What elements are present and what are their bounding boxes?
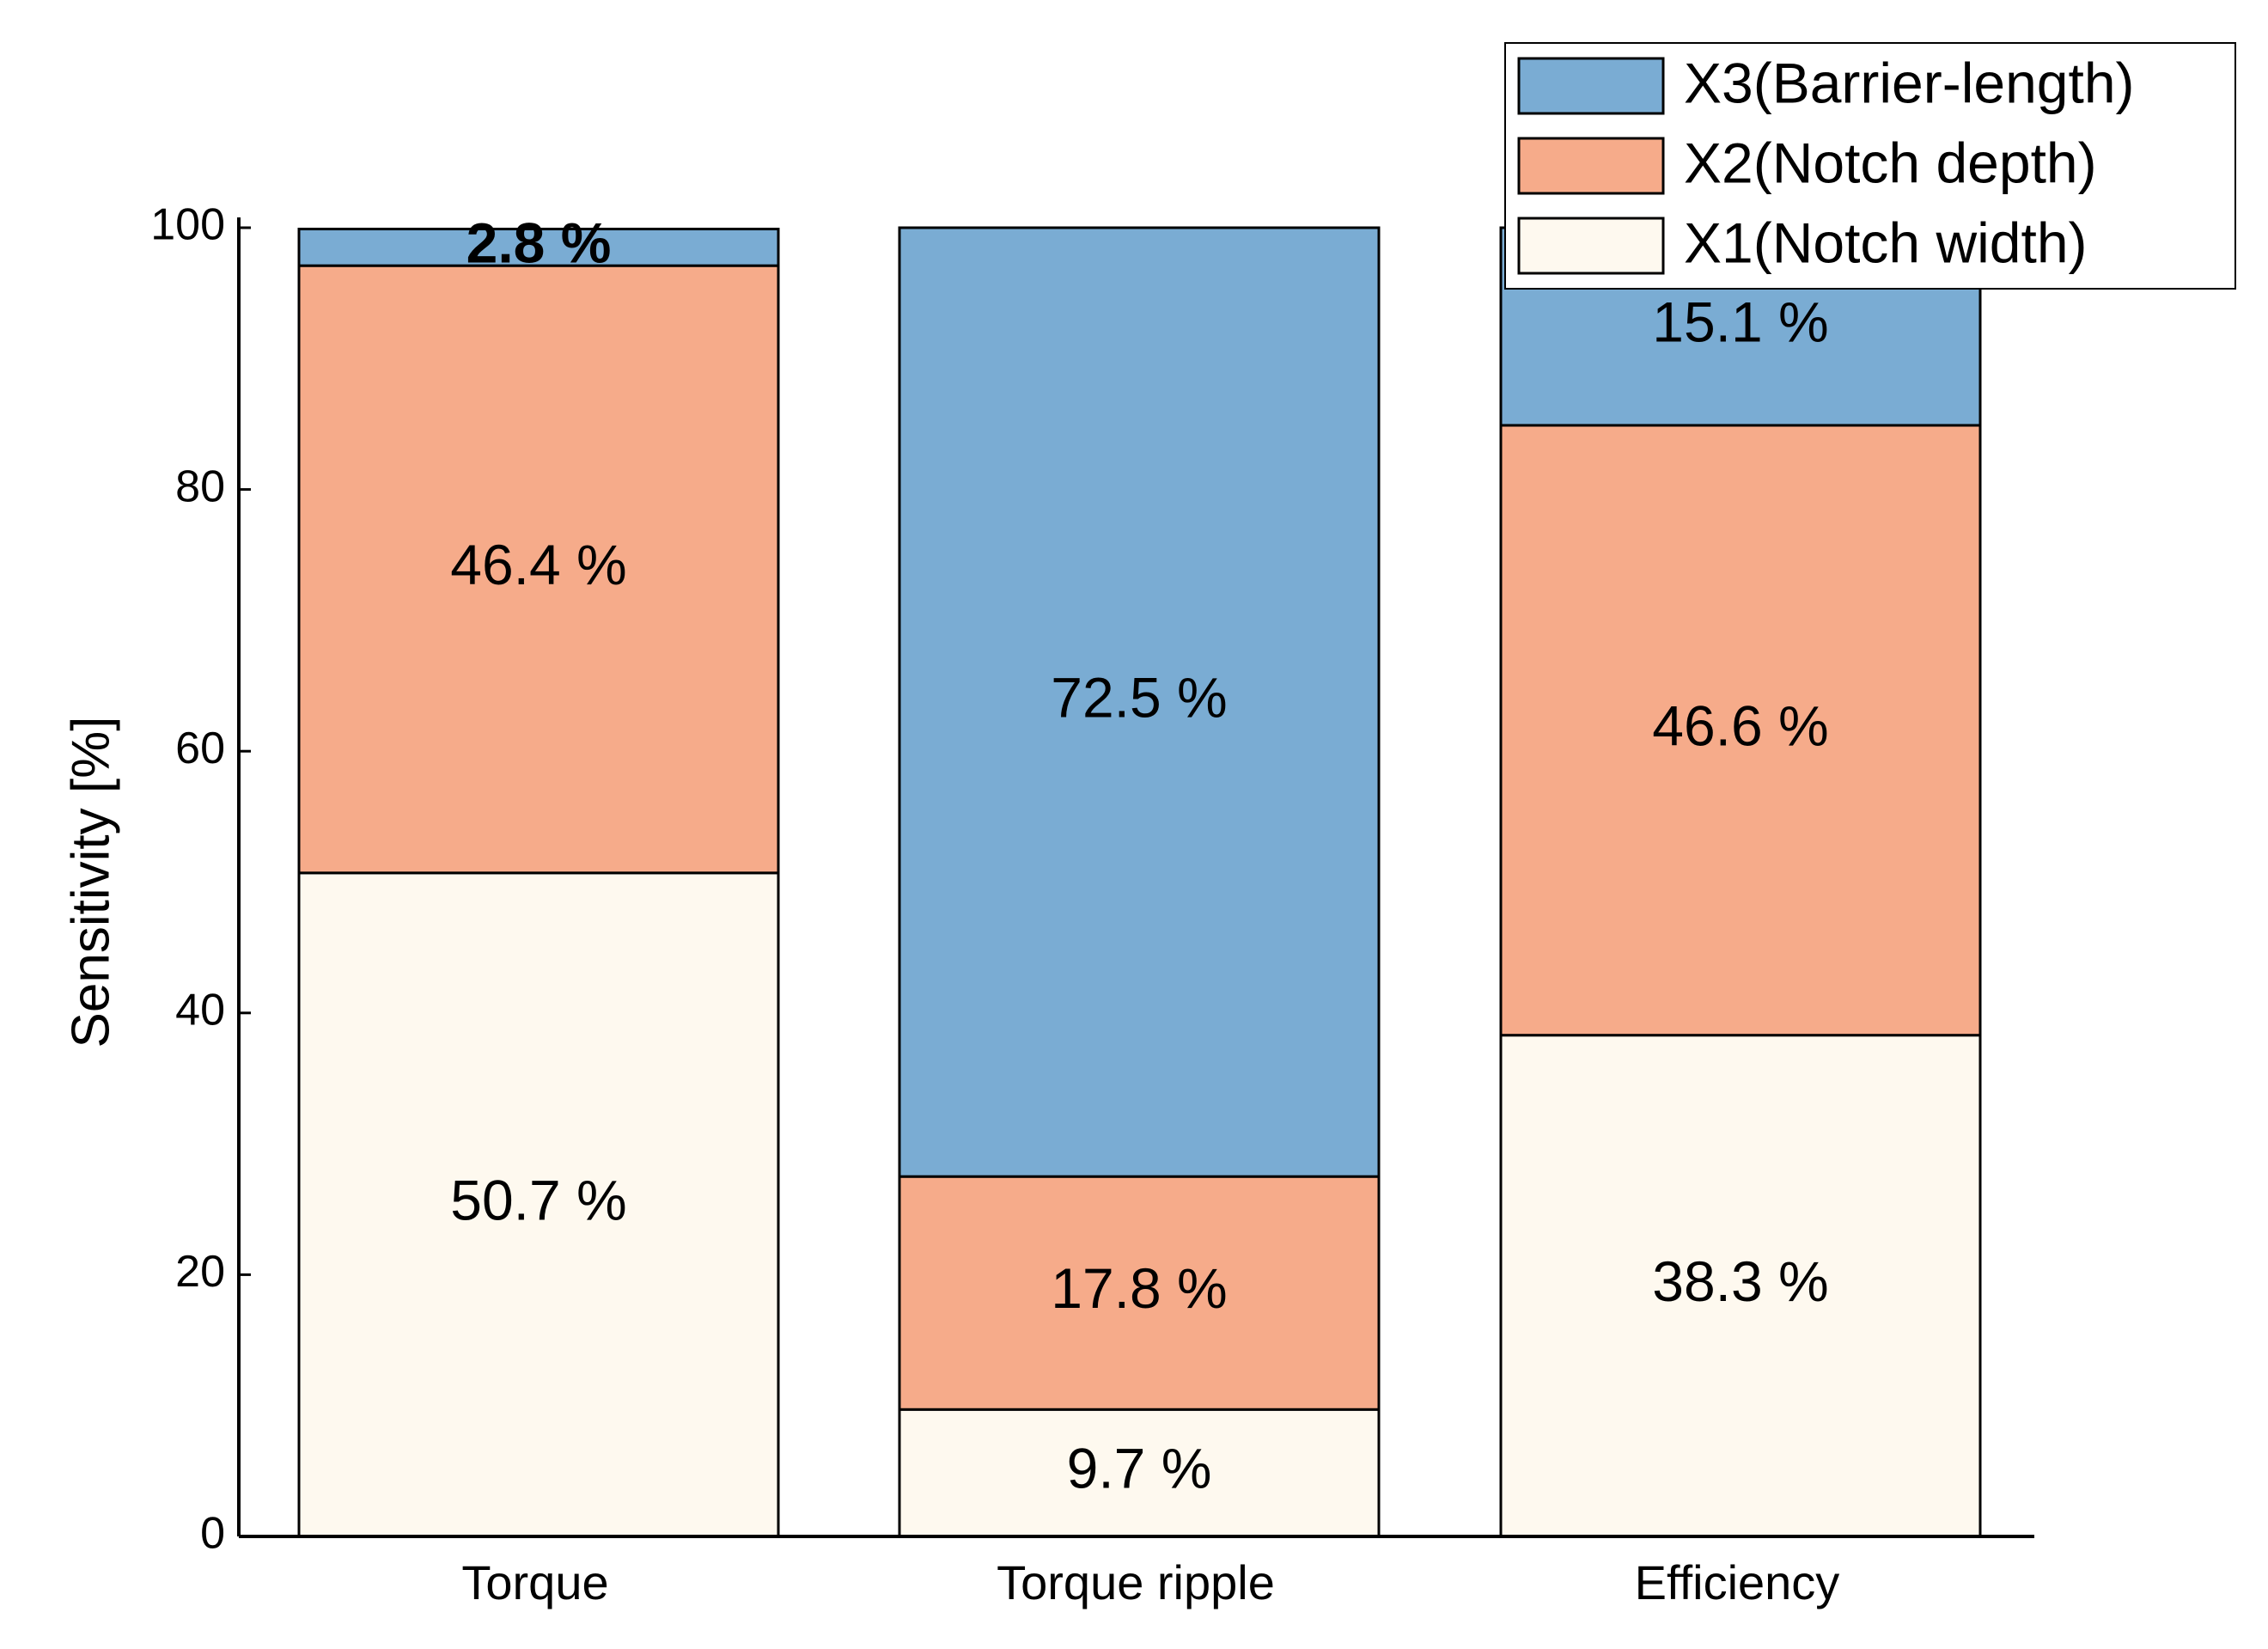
legend-label-x3-barrier-length: X3(Barrier-length) [1684,51,2135,114]
bar-labels-layer: 50.7 % 46.4 % 2.8 % 9.7 % 17.8 % 72.5 % 38.3 %… [450,211,1828,1499]
bar-torque-x2-notch-depth [297,264,780,875]
y-tick-label-100: 100 [150,200,225,250]
data-label-torque-x1-notch-width: 50.7 % [450,1168,626,1231]
x-tick-label-torque: Torque [461,1555,608,1609]
x-tick-label-efficiency: Efficiency [1635,1555,1840,1609]
legend-label-x2-notch-depth: X2(Notch depth) [1684,131,2097,194]
bar-efficiency-x1-notch-width [1499,1034,1982,1538]
axes-layer: 0 20 40 60 80 100 Torque Torque ripple Efficienc… [61,200,2034,1609]
y-tick-label-0: 0 [200,1509,225,1559]
data-label-torque-x3-barrier-length: 2.8 % [466,211,612,274]
bar-torque-ripple-x3-barrier-length [898,226,1381,1178]
data-label-efficiency-x2-notch-depth: 46.6 % [1652,693,1828,757]
legend-swatch-x3-barrier-length [1517,57,1665,115]
bar-torque-x3-barrier-length [297,228,780,267]
legend-swatch-x1-notch-width [1517,217,1665,275]
x-tick-label-torque-ripple: Torque ripple [997,1555,1275,1609]
y-tick-label-60: 60 [175,724,225,773]
bar-torque-ripple-x2-notch-depth [898,1175,1381,1411]
legend-label-x1-notch-width: X1(Notch width) [1684,211,2088,274]
data-label-torque-x2-notch-depth: 46.4 % [450,533,626,596]
legend-swatch-x2-notch-depth [1517,137,1665,195]
data-label-efficiency-x1-notch-width: 38.3 % [1652,1249,1828,1313]
bar-torque-x1-notch-width [297,871,780,1538]
y-tick-label-20: 20 [175,1247,225,1297]
legend: X3(Barrier-length) X2(Notch depth) X1(Notc… [1504,42,2236,290]
y-tick-label-80: 80 [175,461,225,511]
data-label-efficiency-x3-barrier-length: 15.1 % [1652,290,1828,353]
bar-torque-ripple-x1-notch-width [898,1408,1381,1538]
data-label-torque-ripple-x2-notch-depth: 17.8 % [1051,1256,1227,1320]
y-tick-label-40: 40 [175,986,225,1035]
bar-efficiency-x2-notch-depth [1499,424,1982,1037]
bars-layer [297,226,1982,1538]
y-axis-label: Sensitivity [%] [61,717,120,1048]
data-label-torque-ripple-x1-notch-width: 9.7 % [1067,1437,1212,1500]
data-label-torque-ripple-x3-barrier-length: 72.5 % [1051,666,1227,730]
